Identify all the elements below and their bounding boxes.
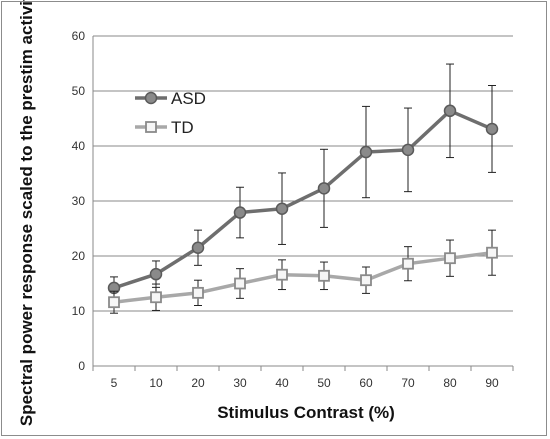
data-point bbox=[192, 286, 204, 299]
y-tick-label: 50 bbox=[72, 84, 86, 98]
series-line bbox=[113, 250, 493, 304]
legend-marker bbox=[144, 91, 158, 105]
x-tick-label: 90 bbox=[485, 376, 499, 390]
x-tick-label: 30 bbox=[233, 376, 247, 390]
x-tick-label: 20 bbox=[191, 376, 205, 390]
y-tick-label: 40 bbox=[72, 139, 86, 153]
data-point bbox=[191, 241, 205, 254]
data-point bbox=[444, 252, 456, 265]
series-td bbox=[108, 229, 498, 314]
x-tick-label: 60 bbox=[359, 376, 373, 390]
data-point bbox=[485, 122, 499, 136]
y-tick-label: 10 bbox=[72, 304, 86, 318]
data-point bbox=[317, 182, 331, 195]
x-tick-label: 5 bbox=[111, 376, 118, 390]
x-tick-label: 40 bbox=[275, 376, 289, 390]
data-point bbox=[402, 257, 414, 270]
x-axis-title: Stimulus Contrast (%) bbox=[217, 403, 395, 422]
legend-label: TD bbox=[171, 118, 194, 137]
legend-label: ASD bbox=[171, 89, 206, 108]
data-point bbox=[276, 268, 288, 281]
series-asd bbox=[107, 63, 499, 300]
x-tick-label: 70 bbox=[401, 376, 415, 390]
data-point bbox=[486, 246, 498, 259]
data-point bbox=[401, 143, 415, 157]
y-tick-label: 0 bbox=[78, 359, 85, 373]
data-point bbox=[360, 274, 372, 287]
gridlines bbox=[93, 35, 513, 312]
data-point bbox=[234, 277, 246, 290]
series-group bbox=[107, 63, 499, 314]
data-point bbox=[150, 291, 162, 304]
data-point bbox=[318, 269, 330, 282]
x-tick-label: 10 bbox=[149, 376, 163, 390]
data-point bbox=[443, 104, 457, 118]
legend-marker bbox=[145, 121, 157, 133]
x-tick-label: 80 bbox=[443, 376, 457, 390]
legend-item-asd: ASD bbox=[135, 89, 206, 108]
y-tick-label: 30 bbox=[72, 194, 86, 208]
x-tick-label: 50 bbox=[317, 376, 331, 390]
data-point bbox=[108, 296, 120, 309]
y-axis-title: Spectral power response scaled to the pr… bbox=[17, 0, 36, 426]
data-point bbox=[359, 145, 373, 159]
y-tick-labels: 0 10 20 30 40 50 60 bbox=[72, 29, 86, 373]
data-point bbox=[275, 202, 289, 215]
legend: ASD TD bbox=[135, 89, 206, 137]
data-point bbox=[149, 267, 163, 281]
legend-item-td: TD bbox=[135, 118, 194, 137]
x-tick-labels: 5 10 20 30 40 50 60 70 80 90 bbox=[111, 376, 499, 390]
y-tick-label: 20 bbox=[72, 249, 86, 263]
axes bbox=[92, 36, 514, 371]
y-tick-label: 60 bbox=[72, 29, 86, 43]
series-line bbox=[113, 109, 493, 290]
data-point bbox=[233, 206, 247, 219]
